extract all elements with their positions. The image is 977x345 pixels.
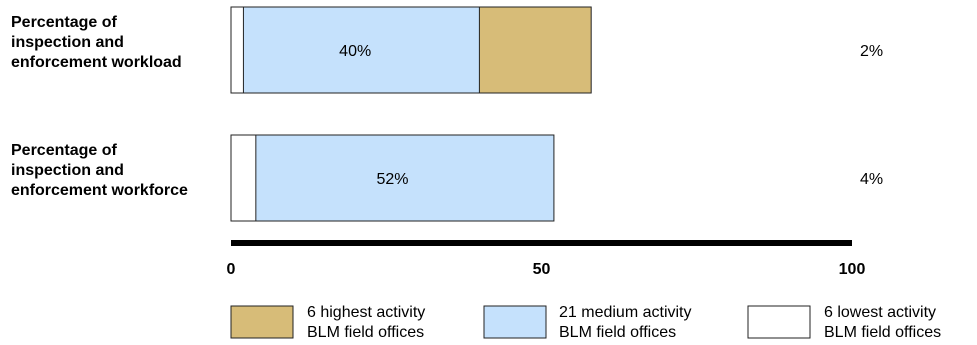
bar-data-label: 4% [860, 171, 883, 188]
bar-data-label: 40% [339, 43, 371, 60]
x-tick-label: 100 [839, 261, 866, 278]
legend-swatch [230, 305, 294, 339]
category-label-line: enforcement workforce [11, 182, 188, 199]
bar-segment [230, 134, 257, 222]
x-axis-line [231, 240, 852, 246]
legend-swatch [747, 305, 811, 339]
legend-label-line: 6 lowest activity [824, 304, 936, 321]
legend-label-line: 6 highest activity [307, 304, 425, 321]
legend-label-line: BLM field offices [307, 324, 424, 341]
bar-segment [230, 134, 555, 222]
bar-segment [230, 6, 244, 94]
category-label-line: Percentage of [11, 14, 117, 31]
category-label-line: enforcement workload [11, 54, 182, 71]
category-label-line: Percentage of [11, 142, 117, 159]
legend-swatch [483, 305, 547, 339]
legend-label-line: 21 medium activity [559, 304, 692, 321]
category-label-line: inspection and [11, 34, 124, 51]
bar-data-label: 52% [376, 171, 408, 188]
legend-label-line: BLM field offices [559, 324, 676, 341]
x-tick-label: 50 [533, 261, 551, 278]
category-label-line: inspection and [11, 162, 124, 179]
bar-segment [230, 6, 480, 94]
bar-data-label: 2% [860, 43, 883, 60]
legend-label-line: BLM field offices [824, 324, 941, 341]
x-tick-label: 0 [227, 261, 236, 278]
